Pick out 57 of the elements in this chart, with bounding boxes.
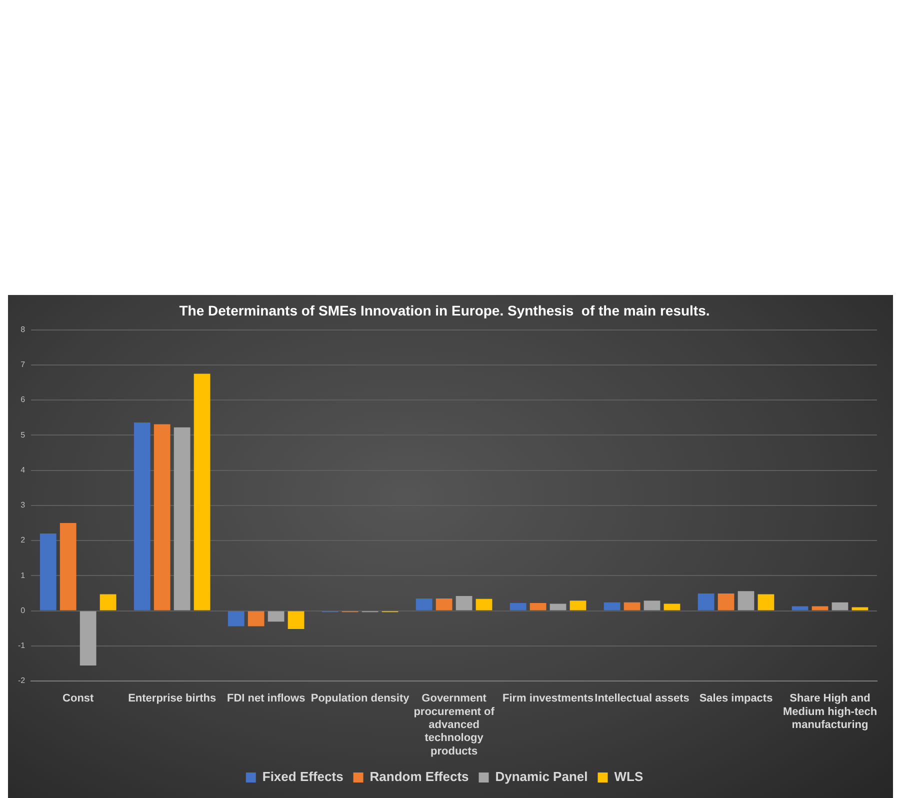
legend-label: Dynamic Panel — [495, 769, 588, 784]
bar — [604, 602, 620, 610]
legend-label: Fixed Effects — [262, 769, 344, 784]
x-tick-label: Firm investments — [502, 692, 594, 705]
bar — [40, 533, 56, 610]
bar — [510, 603, 526, 610]
bar — [718, 594, 734, 610]
bar — [624, 602, 640, 610]
y-tick-label: 0 — [20, 606, 26, 615]
bar — [154, 424, 170, 610]
x-tick-label: Const — [62, 692, 94, 705]
legend-label: Random Effects — [370, 769, 469, 784]
y-tick-label: -1 — [18, 641, 26, 650]
bar — [644, 600, 660, 610]
bar — [268, 611, 284, 622]
bar — [80, 611, 96, 666]
chart-title: The Determinants of SMEs Innovation in Europe. Synthesis of the main results. — [179, 302, 710, 318]
y-tick-label: 5 — [20, 430, 26, 440]
y-tick-label: 6 — [20, 395, 26, 404]
bar — [476, 598, 492, 610]
x-tick-label: Share High and Medium high-tech manufacturing — [782, 692, 878, 732]
x-tick-label: Intellectual assets — [594, 692, 690, 705]
x-tick-label: FDI net inflows — [226, 692, 306, 705]
bar — [228, 611, 244, 626]
legend-label: WLS — [614, 769, 644, 784]
bar — [134, 422, 150, 610]
bar — [664, 604, 680, 610]
y-tick-label: 7 — [20, 360, 26, 370]
bar — [194, 374, 210, 610]
bar — [288, 611, 304, 630]
y-tick-label: 2 — [20, 536, 26, 545]
x-tick-label: Enterprise births — [128, 692, 216, 705]
bar — [416, 598, 432, 610]
y-tick-label: -2 — [18, 676, 26, 686]
x-tick-label: Sales impacts — [699, 692, 773, 705]
bar — [174, 427, 190, 610]
bar — [832, 602, 848, 610]
y-tick-label: 8 — [20, 325, 26, 334]
bar — [100, 594, 116, 610]
bar — [550, 604, 566, 610]
bar — [792, 606, 808, 610]
y-tick-label: 3 — [20, 500, 26, 510]
bar — [530, 603, 546, 610]
bar — [852, 607, 868, 610]
x-tick-label: Population density — [310, 692, 410, 705]
bar — [570, 600, 586, 610]
bar — [738, 591, 754, 610]
bar — [436, 598, 452, 610]
bar — [456, 596, 472, 610]
y-tick-label: 4 — [20, 465, 26, 474]
bar — [812, 606, 828, 610]
bar — [758, 594, 774, 610]
bar — [60, 522, 76, 610]
x-tick-label: Government procurement of advanced technology products — [414, 692, 495, 758]
bar — [698, 594, 714, 610]
bar — [248, 611, 264, 626]
y-tick-label: 1 — [20, 570, 26, 580]
